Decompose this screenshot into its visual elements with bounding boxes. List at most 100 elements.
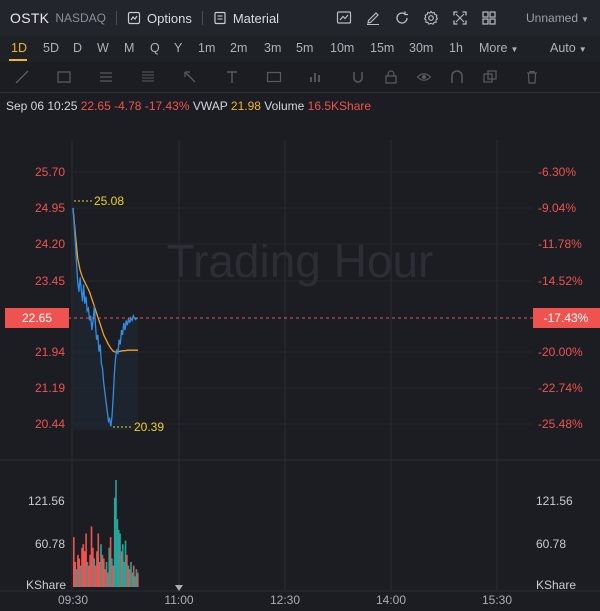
refresh-button[interactable] [393,9,411,27]
lock-tool-icon[interactable] [383,69,399,85]
percent-axis-tick: -9.04% [538,201,576,215]
timeframe-30m[interactable]: 30m [409,41,434,55]
percent-axis-tick: -6.30% [538,165,576,179]
volume-bar [115,480,117,587]
volume-bar [123,562,125,587]
label-tool-icon[interactable] [266,69,282,85]
scale-mode-dropdown[interactable]: Auto ▼ [550,41,587,55]
layout-name-dropdown[interactable]: Unnamed ▼ [526,11,589,25]
volume-bar [132,565,135,587]
timeframe-q[interactable]: Q [150,41,160,55]
toolbar-icons [335,9,498,27]
chevron-down-icon: ▼ [581,15,589,24]
volume-axis-tick: 121.56 [28,494,65,508]
volume-bar [97,533,100,587]
timeframe-5m[interactable]: 5m [296,41,314,55]
high-price-label: 25.08 [94,194,124,208]
draw-button[interactable] [364,9,382,27]
timeframe-y[interactable]: Y [174,41,183,55]
snap-tool-icon[interactable] [449,69,465,85]
timeframe-1d[interactable]: 1D [11,41,27,55]
rectangle-tool-icon[interactable] [56,69,72,85]
channel-tool-icon[interactable] [140,69,156,85]
quote-price: 22.65 [80,99,111,113]
quote-datetime: Sep 06 10:25 [6,99,78,113]
price-axis-tick: 25.70 [35,165,65,179]
volume-bar [83,551,86,587]
active-timeframe-indicator [9,59,27,61]
layout-name: Unnamed [526,11,579,25]
volume-bar [77,554,79,587]
timeframe-1h[interactable]: 1h [449,41,463,55]
timeframe-10m[interactable]: 10m [330,41,355,55]
trash-tool-icon[interactable] [524,69,540,85]
time-marker-icon [175,585,183,591]
volume-axis-tick: 121.56 [536,494,573,508]
fullscreen-button[interactable] [451,9,469,27]
time-axis-tick: 11:00 [164,593,193,607]
timeframe-15m[interactable]: 15m [370,41,395,55]
time-axis-tick: 15:30 [482,593,512,607]
arrow-tool-icon[interactable] [182,69,198,85]
timeframe-1m[interactable]: 1m [198,41,216,55]
layers-tool-icon[interactable] [482,69,498,85]
volume-bar [126,554,128,587]
timeframe-2m[interactable]: 2m [230,41,248,55]
volume-bar [124,540,127,587]
volume-bar [93,558,95,587]
volume-bar [122,544,124,587]
timeframe-3m[interactable]: 3m [264,41,282,55]
price-area [73,207,138,430]
volume-bar [120,551,123,587]
volume-value: 16.5KShare [307,99,372,113]
percent-axis-tick: -14.52% [538,274,583,288]
options-button[interactable]: Options [127,11,192,26]
timeframe-bar: 1D 5D D W M Q Y 1m 2m 3m 5m 10m 15m 30m … [0,36,600,62]
volume-bar [119,533,121,587]
intraday-chart[interactable]: 25.70 -6.30% 24.95 -9.04% 24.20 -11.78% 23.45 -… [0,120,600,611]
price-axis-tick: 21.19 [35,381,65,395]
volume-bar [113,497,116,587]
vwap-line [72,207,138,353]
price-axis-tick: 23.45 [35,274,65,288]
caret-down-icon: ▼ [578,45,587,54]
volume-bar [100,544,102,587]
volume-bar [78,558,80,587]
volume-axis-tick: 60.78 [35,537,65,551]
percent-axis-tick: -25.48% [538,417,583,431]
percent-axis-tick: -11.78% [538,237,582,251]
material-button[interactable]: Material [213,11,279,26]
volume-bar [82,544,85,587]
volume-bar [131,572,134,587]
volume-bar [105,562,108,587]
eye-tool-icon[interactable] [416,69,432,85]
ticker-symbol[interactable]: OSTK [10,10,50,26]
current-price-tag [5,308,69,328]
quote-change-pct: -17.43% [144,99,190,113]
top-toolbar: OSTK NASDAQ Options Material Unnamed ▼ [0,0,600,36]
indicator-button[interactable] [335,9,353,27]
more-label: More [479,41,508,55]
quote-info-line: Sep 06 10:25 22.65 -4.78 -17.43% VWAP 21… [6,99,371,113]
magnet-tool-icon[interactable] [350,69,366,85]
time-axis-tick: 14:00 [376,593,406,607]
time-axis-tick: 09:30 [58,593,88,607]
text-tool-icon[interactable] [224,69,240,85]
fullscreen-icon [453,11,467,25]
settings-button[interactable] [422,9,440,27]
layout-button[interactable] [480,9,498,27]
price-axis-tick: 24.95 [35,201,65,215]
options-label: Options [147,10,192,26]
fibonacci-tool-icon[interactable] [98,69,114,85]
timeframe-w[interactable]: W [97,41,109,55]
timeframe-5d[interactable]: 5D [43,41,59,55]
timeframe-d[interactable]: D [73,41,83,55]
percent-axis-tick: -20.00% [538,345,583,359]
timeframe-m[interactable]: M [124,41,135,55]
measure-tool-icon[interactable] [308,69,324,85]
more-timeframes-button[interactable]: More ▼ [479,41,518,55]
volume-bar [75,569,78,587]
quote-change: -4.78 [114,99,142,113]
trendline-tool-icon[interactable] [14,69,30,85]
pencil-icon [367,12,379,25]
